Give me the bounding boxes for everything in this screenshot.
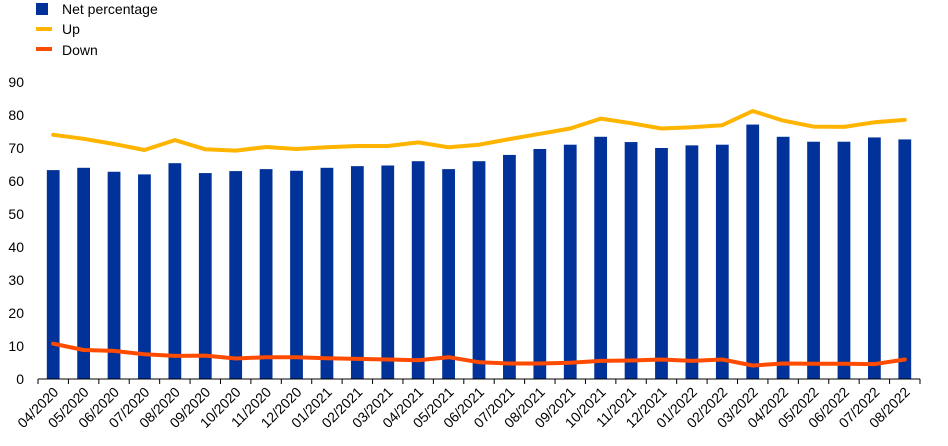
bar bbox=[198, 173, 212, 379]
bar bbox=[442, 169, 455, 379]
legend-swatch-net-percentage bbox=[36, 3, 48, 15]
legend-item-net-percentage: Net percentage bbox=[36, 1, 158, 17]
bar bbox=[107, 171, 121, 379]
bar bbox=[290, 170, 303, 379]
bar bbox=[624, 142, 638, 379]
legend-label-net-percentage: Net percentage bbox=[62, 1, 158, 17]
y-tick-label: 50 bbox=[8, 206, 24, 222]
y-tick-label: 80 bbox=[8, 107, 24, 123]
y-tick-label: 90 bbox=[8, 74, 24, 90]
line-up bbox=[51, 109, 907, 153]
y-tick-label: 70 bbox=[8, 140, 24, 156]
bar bbox=[898, 139, 912, 379]
bar bbox=[46, 170, 60, 379]
bar-series-net-percentage bbox=[46, 124, 912, 379]
bar bbox=[381, 165, 395, 379]
bar bbox=[685, 145, 699, 379]
y-tick-label: 10 bbox=[8, 338, 24, 354]
bar bbox=[533, 148, 547, 379]
y-tick-label: 0 bbox=[16, 371, 24, 387]
y-tick-label: 40 bbox=[8, 239, 24, 255]
legend-item-up: Up bbox=[36, 21, 80, 37]
bar bbox=[472, 161, 486, 379]
bar bbox=[594, 136, 608, 379]
bar bbox=[776, 136, 790, 379]
bar bbox=[807, 141, 820, 379]
legend: Net percentage Up Down bbox=[36, 1, 158, 58]
bar bbox=[655, 148, 668, 379]
bar bbox=[563, 144, 577, 379]
bar bbox=[168, 163, 182, 379]
line-down bbox=[51, 341, 907, 368]
legend-label-down: Down bbox=[62, 42, 98, 58]
bar bbox=[411, 161, 425, 379]
bar bbox=[715, 144, 729, 379]
line-series bbox=[51, 109, 907, 368]
x-axis: 04/202005/202006/202007/202008/202009/20… bbox=[14, 378, 921, 431]
bar bbox=[138, 174, 151, 379]
bar bbox=[350, 166, 364, 379]
bar bbox=[837, 141, 851, 379]
legend-label-up: Up bbox=[62, 21, 80, 37]
bar bbox=[867, 137, 881, 379]
y-axis: 0 10 20 30 40 50 60 70 80 90 bbox=[8, 74, 24, 387]
legend-item-down: Down bbox=[36, 42, 98, 58]
bar bbox=[320, 167, 334, 379]
bar bbox=[503, 154, 516, 379]
bar bbox=[229, 171, 243, 379]
y-tick-label: 20 bbox=[8, 305, 24, 321]
bar bbox=[259, 169, 273, 379]
y-tick-label: 30 bbox=[8, 272, 24, 288]
bar bbox=[746, 124, 760, 379]
y-tick-label: 60 bbox=[8, 173, 24, 189]
bar bbox=[77, 167, 91, 379]
